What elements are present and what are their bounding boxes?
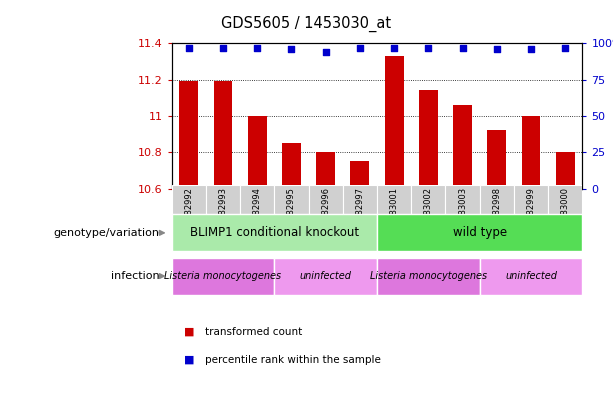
Bar: [556, 152, 574, 189]
Text: GSM1282997: GSM1282997: [356, 187, 364, 243]
Bar: [248, 116, 267, 189]
Text: GSM1282994: GSM1282994: [253, 187, 262, 243]
Text: Listeria monocytogenes: Listeria monocytogenes: [164, 271, 281, 281]
Bar: [172, 185, 206, 214]
Point: [218, 44, 228, 51]
Bar: [213, 81, 232, 189]
Bar: [316, 152, 335, 189]
Bar: [172, 214, 377, 252]
Point: [184, 44, 194, 51]
Text: wild type: wild type: [452, 226, 507, 239]
Bar: [480, 257, 582, 295]
Text: Listeria monocytogenes: Listeria monocytogenes: [370, 271, 487, 281]
Bar: [446, 185, 480, 214]
Text: GSM1283000: GSM1283000: [561, 187, 569, 243]
Bar: [548, 185, 582, 214]
Text: GSM1282996: GSM1282996: [321, 187, 330, 243]
Point: [355, 44, 365, 51]
Bar: [275, 257, 377, 295]
Text: ■: ■: [184, 327, 194, 337]
Point: [560, 44, 570, 51]
Point: [526, 46, 536, 52]
Point: [286, 46, 296, 52]
Point: [492, 46, 501, 52]
Bar: [377, 185, 411, 214]
Text: GSM1283003: GSM1283003: [458, 187, 467, 243]
Text: GSM1282995: GSM1282995: [287, 187, 296, 243]
Bar: [282, 143, 301, 189]
Text: GSM1282998: GSM1282998: [492, 187, 501, 243]
Text: GSM1283002: GSM1283002: [424, 187, 433, 243]
Bar: [343, 185, 377, 214]
Point: [424, 44, 433, 51]
Bar: [172, 257, 275, 295]
Bar: [419, 90, 438, 189]
Text: GSM1282993: GSM1282993: [218, 187, 227, 243]
Text: GSM1282992: GSM1282992: [185, 187, 193, 243]
Bar: [480, 185, 514, 214]
Bar: [522, 116, 541, 189]
Bar: [377, 214, 582, 252]
Bar: [411, 185, 446, 214]
Text: percentile rank within the sample: percentile rank within the sample: [205, 354, 381, 365]
Text: uninfected: uninfected: [300, 271, 352, 281]
Text: GDS5605 / 1453030_at: GDS5605 / 1453030_at: [221, 16, 392, 32]
Text: infection: infection: [111, 271, 159, 281]
Bar: [206, 185, 240, 214]
Bar: [308, 185, 343, 214]
Text: uninfected: uninfected: [505, 271, 557, 281]
Bar: [487, 130, 506, 189]
Point: [253, 44, 262, 51]
Point: [458, 44, 468, 51]
Point: [321, 49, 330, 55]
Text: GSM1282999: GSM1282999: [527, 187, 536, 243]
Bar: [514, 185, 548, 214]
Text: genotype/variation: genotype/variation: [53, 228, 159, 238]
Bar: [180, 81, 198, 189]
Bar: [385, 56, 403, 189]
Bar: [377, 257, 480, 295]
Bar: [240, 185, 275, 214]
Text: ■: ■: [184, 354, 194, 365]
Point: [389, 44, 399, 51]
Bar: [351, 162, 369, 189]
Bar: [275, 185, 308, 214]
Text: transformed count: transformed count: [205, 327, 303, 337]
Text: BLIMP1 conditional knockout: BLIMP1 conditional knockout: [190, 226, 359, 239]
Text: GSM1283001: GSM1283001: [390, 187, 398, 243]
Bar: [453, 105, 472, 189]
